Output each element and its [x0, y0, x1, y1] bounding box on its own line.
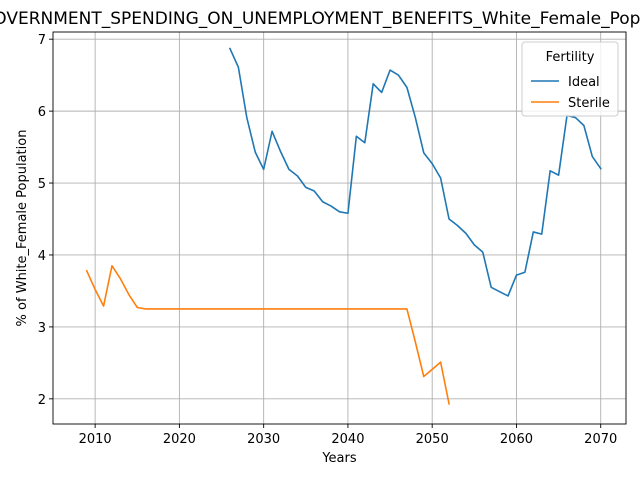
plot-frame [52, 31, 627, 425]
axis-ticks: 2010 2020 2030 2040 2050 2060 2070 2 3 4 5 6 7 [38, 33, 618, 447]
legend-box [521, 41, 619, 117]
legend-title: Fertility [546, 50, 595, 65]
series-line-sterile [85, 264, 450, 405]
y-tick-label: 3 [38, 321, 46, 336]
y-tick-label: 5 [38, 177, 46, 192]
x-tick-label: 2060 [500, 432, 533, 447]
y-tick-label: 6 [38, 105, 46, 120]
x-tick-label: 2070 [584, 432, 617, 447]
x-axis-label: Years [321, 451, 357, 466]
x-tick-label: 2040 [331, 432, 364, 447]
x-tick-label: 2050 [416, 432, 449, 447]
x-tick-label: 2010 [79, 432, 112, 447]
chart-title: GOVERNMENT_SPENDING_ON_UNEMPLOYMENT_BENE… [0, 9, 640, 29]
legend-label-ideal: Ideal [568, 75, 600, 90]
y-tick-label: 4 [38, 249, 46, 264]
series-layer [85, 47, 602, 405]
x-tick-label: 2030 [247, 432, 280, 447]
x-tick-label: 2020 [163, 432, 196, 447]
grid [53, 32, 626, 424]
legend-label-sterile: Sterile [568, 96, 610, 111]
y-tick-label: 7 [38, 33, 46, 48]
y-tick-label: 2 [38, 393, 46, 408]
series-line-ideal [228, 47, 602, 297]
legend: Fertility Ideal Sterile [521, 41, 619, 117]
y-axis-label: % of White_Female Population [15, 130, 30, 327]
